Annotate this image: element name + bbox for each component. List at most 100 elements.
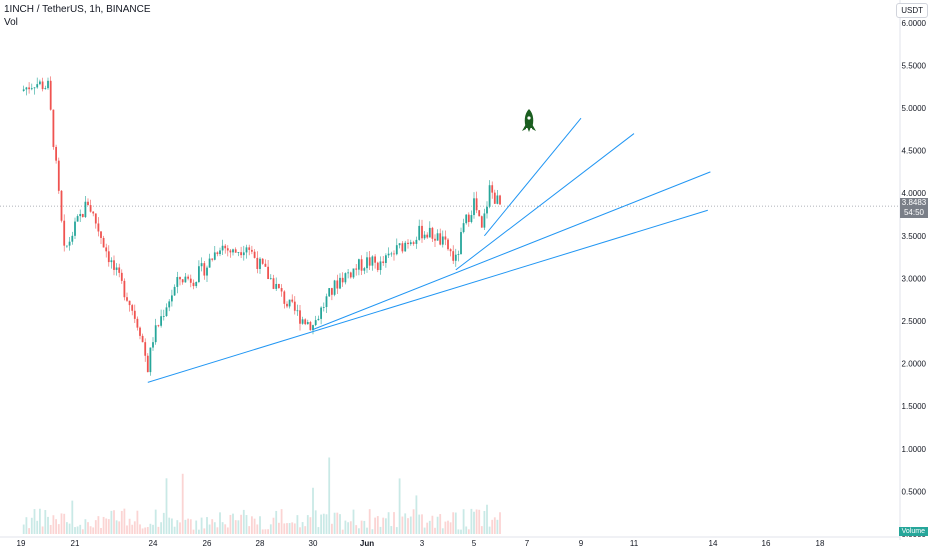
trendline[interactable]: [312, 171, 711, 330]
candle-body: [439, 233, 442, 245]
candle-body: [84, 201, 87, 218]
candle-body: [283, 291, 286, 304]
candle-body: [312, 325, 314, 331]
volume-bar: [452, 512, 455, 534]
trendline[interactable]: [484, 117, 582, 237]
candle-body: [253, 251, 256, 258]
candle-body: [146, 355, 149, 373]
candle-body: [149, 347, 152, 373]
volume-bar: [360, 520, 363, 534]
candle-body: [401, 243, 404, 252]
volume-bar: [105, 518, 108, 534]
price-tick-label: 2.0000: [902, 360, 927, 369]
volume-bar: [76, 526, 79, 534]
time-tick-label: 18: [816, 539, 825, 548]
volume-bar: [41, 526, 44, 534]
volume-bar: [136, 510, 139, 534]
volume-bar: [94, 520, 97, 534]
volume-bar: [216, 527, 219, 534]
volume-bar: [363, 520, 366, 534]
candle-body: [152, 342, 154, 348]
candle-body: [63, 220, 66, 246]
price-tick-label: 4.5000: [902, 147, 927, 156]
candle-body: [213, 252, 216, 260]
volume-bar: [339, 514, 341, 534]
candle-body: [208, 258, 211, 268]
volume-bar: [200, 517, 203, 534]
volume-bar: [63, 513, 66, 534]
volume-bar: [436, 516, 439, 534]
candle-body: [341, 277, 344, 283]
volume-bar: [165, 478, 168, 534]
volume-bar: [203, 528, 206, 534]
candle-body: [465, 214, 468, 224]
volume-bar: [344, 520, 347, 534]
candle-body: [226, 248, 229, 251]
volume-bar: [87, 522, 89, 534]
candle-body: [131, 305, 134, 311]
volume-bar: [74, 527, 76, 534]
volume-indicator-label[interactable]: Vol: [4, 17, 18, 28]
candle-body: [407, 242, 409, 245]
candle-body: [52, 109, 55, 147]
volume-bar: [376, 516, 379, 534]
time-tick-label: 5: [472, 539, 477, 548]
volume-bar: [278, 522, 280, 534]
volume-bar: [393, 512, 395, 534]
volume-bar: [184, 519, 187, 534]
volume-bar: [22, 524, 25, 534]
volume-bar: [242, 509, 245, 534]
volume-bar: [423, 527, 426, 534]
volume-bar: [299, 527, 301, 534]
volume-bar: [139, 524, 141, 534]
volume-bar: [491, 519, 494, 534]
candle-body: [447, 239, 449, 250]
currency-unit-label[interactable]: USDT: [896, 3, 928, 18]
volume-bar: [460, 529, 462, 534]
candle-body: [449, 249, 452, 252]
volume-bar: [152, 524, 154, 534]
candle-body: [493, 192, 496, 204]
candle-body: [473, 198, 475, 216]
candle-body: [107, 251, 110, 263]
trendline[interactable]: [455, 133, 635, 271]
candle-body: [368, 257, 371, 266]
candle-body: [452, 251, 455, 261]
volume-bar: [301, 522, 304, 534]
price-tick-label: 0.5000: [902, 487, 927, 496]
volume-bar: [141, 528, 144, 534]
volume-bar: [385, 518, 387, 534]
candle-body: [339, 277, 341, 289]
time-tick-label: 26: [203, 539, 212, 548]
volume-bar: [157, 526, 160, 534]
candle-body: [74, 221, 76, 236]
candle-body: [248, 247, 251, 250]
volume-bar: [352, 509, 355, 534]
trendline[interactable]: [147, 209, 708, 383]
candle-body: [179, 277, 181, 280]
volume-bar: [470, 508, 473, 534]
volume-bar: [126, 525, 128, 534]
price-tick-label: 5.0000: [902, 104, 927, 113]
time-tick-label: 11: [630, 539, 639, 548]
candle-body: [160, 316, 162, 326]
candle-body: [475, 198, 478, 211]
volume-bar: [251, 516, 253, 534]
volume-bar: [415, 495, 418, 534]
price-tick-label: 3.0000: [902, 274, 927, 283]
volume-bar: [341, 529, 344, 534]
candle-body: [412, 242, 415, 244]
candle-body: [66, 245, 68, 247]
volume-bar: [237, 520, 240, 534]
volume-bar: [221, 522, 224, 534]
volume-bar: [240, 514, 242, 534]
volume-bar: [387, 512, 390, 534]
candle-body: [347, 272, 349, 274]
candle-body: [269, 278, 272, 280]
volume-bar: [306, 515, 309, 534]
volume-bar: [283, 523, 286, 534]
volume-bar: [66, 522, 68, 534]
volume-bar: [314, 510, 317, 534]
